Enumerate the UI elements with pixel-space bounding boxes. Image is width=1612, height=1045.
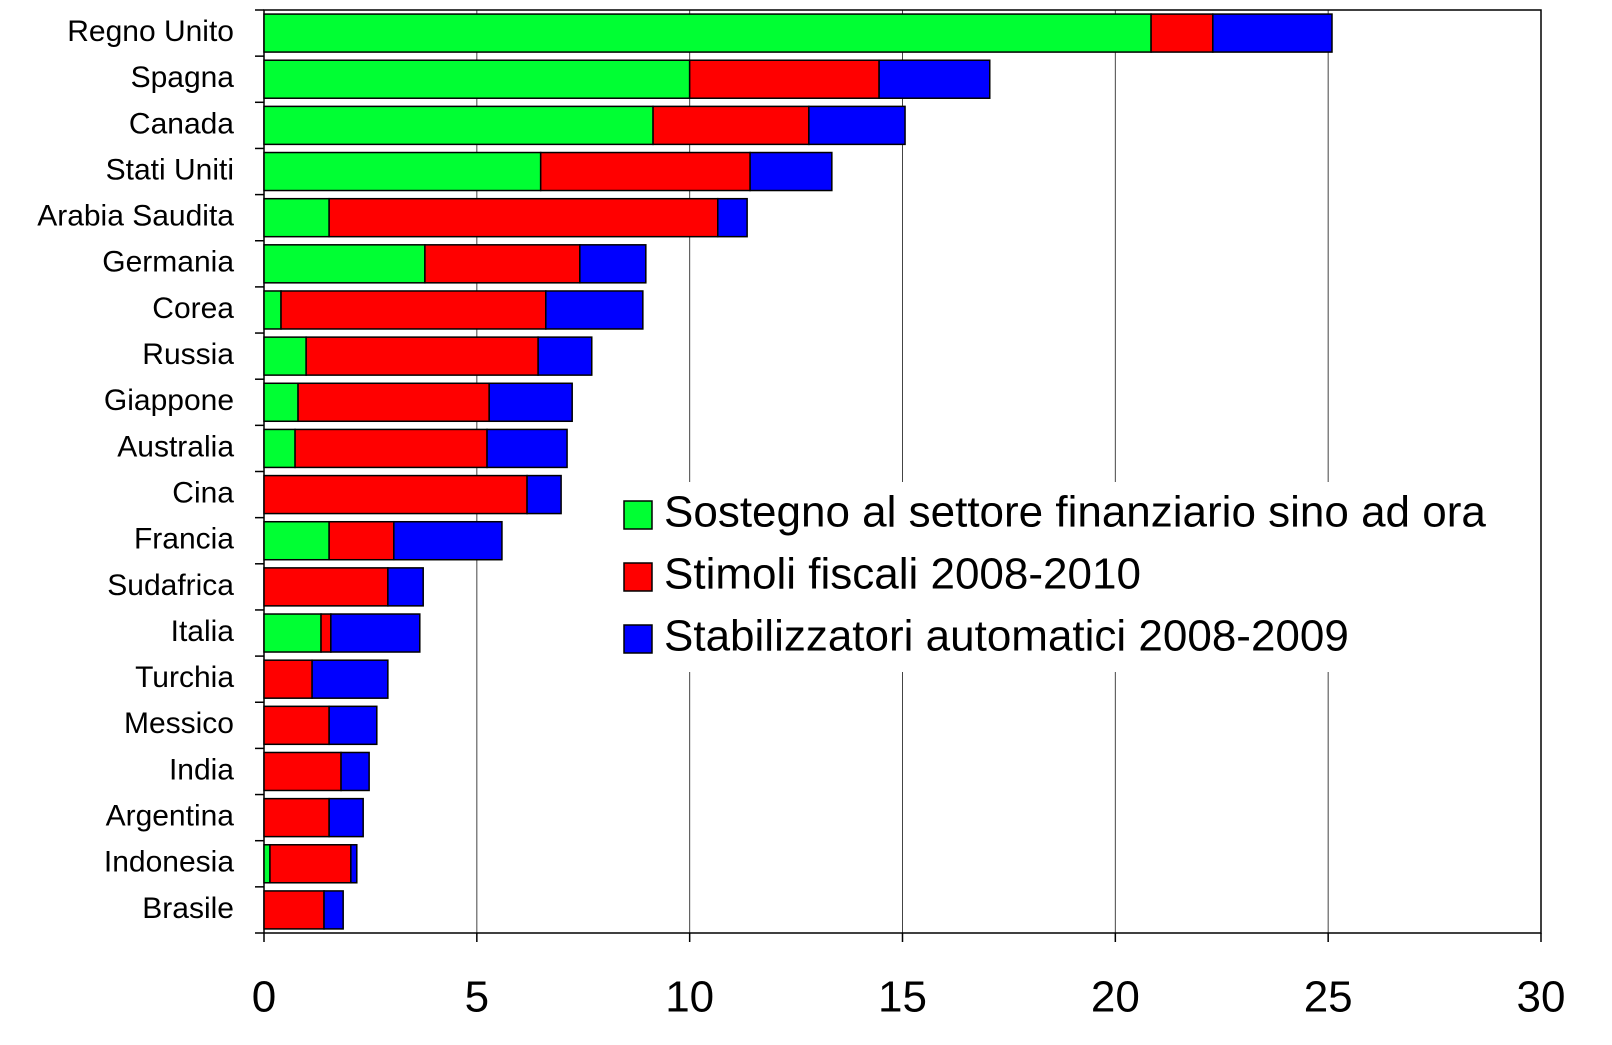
bar-segment [545, 290, 644, 330]
bar-segment [539, 151, 751, 192]
bar-segment [263, 151, 542, 192]
bar-segment [424, 244, 581, 284]
x-tick-label: 5 [465, 973, 489, 1022]
bar-segment [1150, 13, 1214, 53]
bar-segment [294, 428, 488, 469]
bar-segment [323, 890, 344, 930]
y-tick-label: Stati Uniti [106, 153, 234, 186]
y-tick-label: Sudafrica [107, 569, 234, 602]
bar-segment [263, 890, 325, 930]
legend-label: Stimoli fiscali 2008-2010 [664, 550, 1141, 599]
bar-segment [263, 474, 528, 515]
bar-segment [486, 428, 568, 469]
bar-segment [263, 428, 296, 469]
y-tick-label: Regno Unito [67, 15, 234, 48]
x-tick-label: 15 [878, 973, 927, 1022]
bar-segment [263, 290, 282, 330]
x-tick-label: 30 [1517, 973, 1566, 1022]
bar-segment [263, 520, 330, 561]
y-tick-label: Germania [102, 246, 234, 279]
legend-label: Sostegno al settore finanziario sino ad … [664, 488, 1486, 537]
y-tick-label: Giappone [104, 384, 234, 417]
bar-segment [263, 197, 330, 238]
bar-segment [717, 197, 748, 238]
bar-segment [328, 797, 364, 838]
bar-segment [263, 705, 330, 746]
legend-label: Stabilizzatori automatici 2008-2009 [664, 612, 1349, 661]
bar-segment [263, 613, 322, 653]
bar-segment [350, 844, 358, 884]
bar-segment [263, 797, 330, 838]
bar-segment [749, 151, 833, 192]
y-tick-label: Turchia [135, 661, 234, 694]
y-tick-label: Cina [172, 476, 234, 509]
bar-segment [263, 751, 342, 792]
bar-segment [652, 105, 810, 146]
bar-segment [320, 613, 332, 653]
bar-segment [537, 336, 593, 376]
legend-swatch [623, 624, 653, 654]
bar-segment [340, 751, 370, 792]
bar-segment [263, 567, 389, 607]
y-tick-label: Spagna [131, 61, 235, 94]
y-tick-label: Corea [152, 292, 234, 325]
bar-segment [311, 659, 389, 699]
bar-segment [688, 59, 880, 99]
y-tick-label: Italia [171, 615, 235, 648]
bar-segment [263, 13, 1152, 53]
x-tick-label: 0 [252, 973, 276, 1022]
x-tick-label: 25 [1304, 973, 1353, 1022]
bar-segment [263, 844, 271, 884]
bar-segment [263, 336, 307, 376]
y-tick-label: Russia [142, 338, 234, 371]
legend-box [612, 482, 1512, 672]
y-tick-label: Arabia Saudita [37, 200, 234, 233]
bar-segment [263, 244, 426, 284]
bar-segment [328, 520, 395, 561]
bar-segment [579, 244, 647, 284]
y-tick-label: Canada [129, 107, 234, 140]
y-tick-label: Francia [134, 523, 234, 556]
y-tick-label: Indonesia [104, 846, 234, 879]
x-tick-label: 20 [1091, 973, 1140, 1022]
bar-segment [387, 567, 424, 607]
bar-segment [328, 197, 719, 238]
bar-segment [526, 474, 562, 515]
bar-segment [269, 844, 352, 884]
bar-segment [263, 382, 299, 423]
bar-segment [878, 59, 991, 99]
bar-segment [808, 105, 906, 146]
y-tick-label: Australia [117, 430, 234, 463]
x-tick-label: 10 [665, 973, 714, 1022]
bar-segment [328, 705, 378, 746]
y-tick-label: Messico [124, 707, 234, 740]
bar-segment [1212, 13, 1333, 53]
bar-segment [330, 613, 421, 653]
bar-segment [263, 59, 691, 99]
bar-segment [263, 105, 654, 146]
y-tick-label: Brasile [142, 892, 234, 925]
y-tick-label: India [169, 753, 234, 786]
legend-swatch [623, 562, 653, 592]
bar-segment [305, 336, 539, 376]
bar-segment [297, 382, 490, 423]
bar-segment [263, 659, 313, 699]
bar-segment [488, 382, 573, 423]
bar-segment [393, 520, 503, 561]
bar-segment [280, 290, 547, 330]
y-tick-label: Argentina [106, 800, 235, 833]
legend-swatch [623, 500, 653, 530]
